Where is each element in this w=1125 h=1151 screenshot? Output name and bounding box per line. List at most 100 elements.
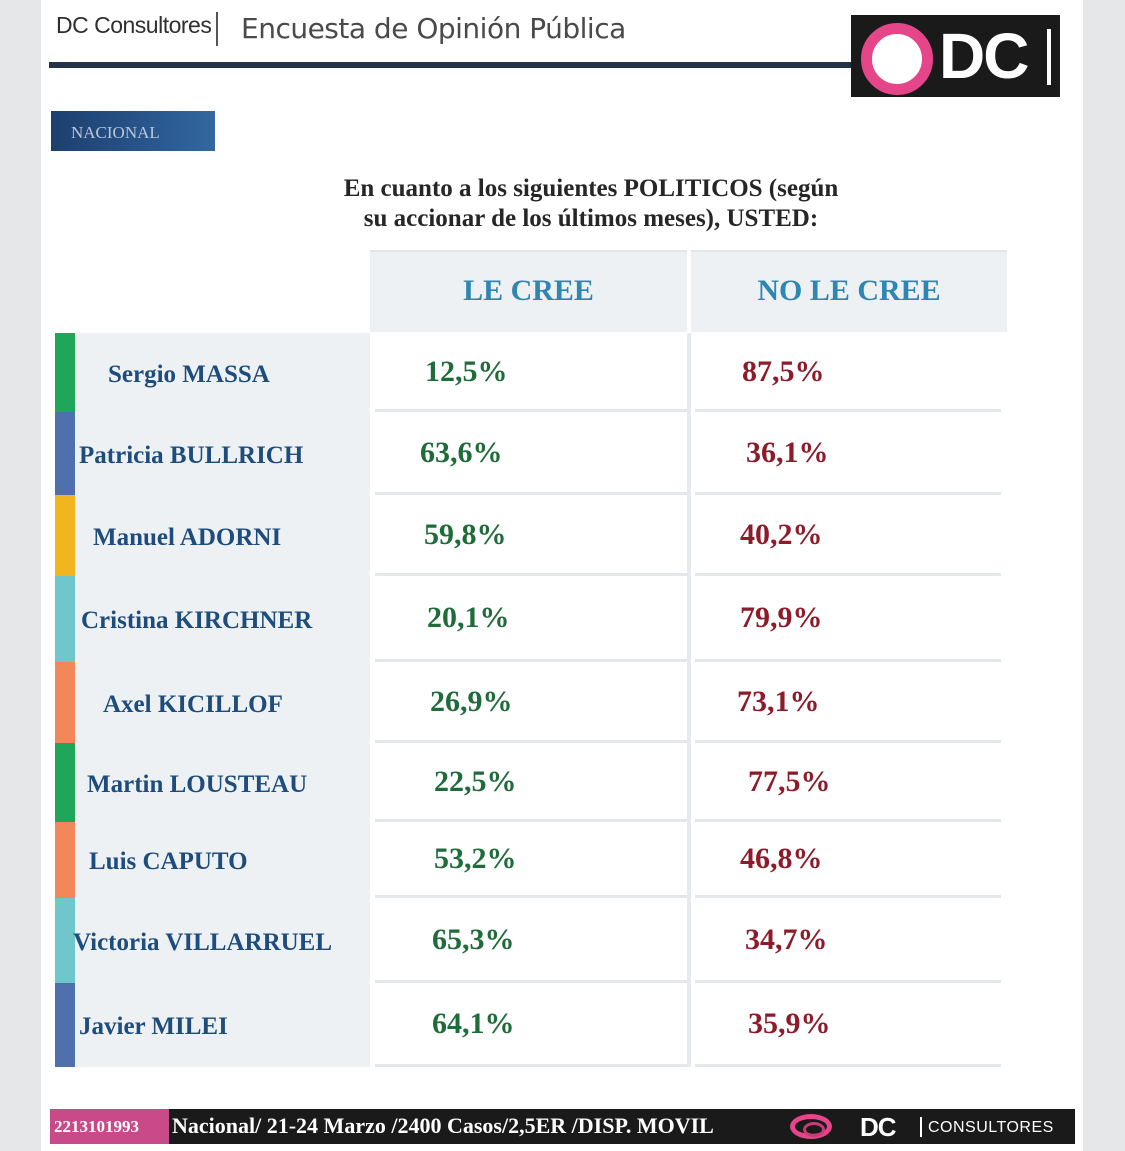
- le-cree-value: 20,1%: [427, 601, 510, 634]
- column-header-le-cree-label: LE CREE: [463, 274, 594, 307]
- row-divider: [695, 573, 1001, 576]
- table-row: Luis CAPUTO 53,2% 46,8%: [55, 822, 1003, 898]
- le-cree-value: 53,2%: [434, 842, 517, 875]
- footer-consultores: CONSULTORES: [928, 1119, 1054, 1136]
- footer-ring-icon: [790, 1114, 832, 1139]
- column-header-le-cree: LE CREE: [370, 250, 687, 332]
- party-color-bar: [55, 983, 75, 1067]
- table-row: Patricia BULLRICH 63,6% 36,1%: [55, 412, 1003, 495]
- no-le-cree-value: 34,7%: [745, 923, 828, 956]
- party-color-bar: [55, 898, 75, 983]
- table-row: Victoria VILLARRUEL 65,3% 34,7%: [55, 898, 1003, 983]
- le-cree-value: 12,5%: [425, 355, 508, 388]
- header-brand: DC Consultores: [56, 12, 212, 38]
- table-row: Sergio MASSA 12,5% 87,5%: [55, 333, 1003, 412]
- no-le-cree-value: 79,9%: [740, 601, 823, 634]
- name-cell: [75, 822, 370, 898]
- row-divider: [695, 895, 1001, 898]
- party-color-bar: [55, 662, 75, 743]
- header-title: Encuesta de Opinión Pública: [241, 12, 626, 45]
- row-divider: [375, 409, 687, 412]
- no-le-cree-value: 40,2%: [740, 518, 823, 551]
- column-separator: [687, 333, 691, 412]
- footer-bar: 2213101993 Nacional/ 21-24 Marzo /2400 C…: [50, 1109, 1075, 1144]
- politician-name: Luis CAPUTO: [89, 848, 248, 875]
- footer-phone-number: 2213101993: [54, 1117, 139, 1136]
- column-header-no-le-cree-label: NO LE CREE: [757, 274, 941, 307]
- no-le-cree-value: 46,8%: [740, 842, 823, 875]
- footer-logo-bar: [920, 1117, 922, 1137]
- row-divider: [695, 409, 1001, 412]
- logo-bar: [1047, 29, 1051, 85]
- no-le-cree-value: 35,9%: [748, 1007, 831, 1040]
- politician-name: Javier MILEI: [79, 1013, 228, 1040]
- name-cell: [75, 412, 370, 495]
- question-text: En cuanto a los siguientes POLITICOS (se…: [171, 174, 1011, 234]
- footer-logo: DC: [860, 1112, 897, 1142]
- row-divider: [375, 659, 687, 662]
- header-separator: [216, 12, 218, 46]
- footer-phone: 2213101993: [50, 1109, 169, 1144]
- party-color-bar: [55, 576, 75, 662]
- survey-page: DC Consultores Encuesta de Opinión Públi…: [41, 0, 1083, 1151]
- logo-ring-icon: [861, 23, 933, 95]
- politician-name: Axel KICILLOF: [103, 691, 283, 718]
- le-cree-value: 22,5%: [434, 765, 517, 798]
- politician-name: Patricia BULLRICH: [79, 442, 304, 469]
- column-separator: [687, 576, 691, 662]
- name-cell: [75, 576, 370, 662]
- row-divider: [375, 492, 687, 495]
- le-cree-value: 63,6%: [420, 436, 503, 469]
- table-row: Axel KICILLOF 26,9% 73,1%: [55, 662, 1003, 743]
- row-divider: [375, 980, 687, 983]
- row-divider: [375, 1064, 687, 1067]
- politician-name: Victoria VILLARRUEL: [73, 929, 333, 956]
- column-separator: [687, 983, 691, 1067]
- column-separator: [687, 495, 691, 576]
- table-row: Manuel ADORNI 59,8% 40,2%: [55, 495, 1003, 576]
- name-cell: [75, 495, 370, 576]
- row-divider: [695, 492, 1001, 495]
- politician-name: Manuel ADORNI: [93, 524, 282, 551]
- table-row: Cristina KIRCHNER 20,1% 79,9%: [55, 576, 1003, 662]
- le-cree-value: 26,9%: [430, 685, 513, 718]
- row-divider: [695, 819, 1001, 822]
- no-le-cree-value: 87,5%: [742, 355, 825, 388]
- region-label: NACIONAL: [71, 123, 160, 142]
- le-cree-value: 64,1%: [432, 1007, 515, 1040]
- column-separator: [687, 743, 691, 822]
- le-cree-value: 59,8%: [424, 518, 507, 551]
- name-cell: [75, 898, 370, 983]
- name-cell: [75, 743, 370, 822]
- column-separator: [687, 662, 691, 743]
- politician-name: Cristina KIRCHNER: [81, 607, 313, 634]
- no-le-cree-value: 36,1%: [746, 436, 829, 469]
- row-divider: [375, 740, 687, 743]
- party-color-bar: [55, 412, 75, 495]
- odc-logo: DC: [851, 15, 1060, 97]
- name-cell: [75, 662, 370, 743]
- row-divider: [375, 573, 687, 576]
- le-cree-value: 65,3%: [432, 923, 515, 956]
- party-color-bar: [55, 822, 75, 898]
- column-header-no-le-cree: NO LE CREE: [691, 250, 1007, 332]
- logo-text: DC: [939, 20, 1029, 92]
- footer-details: Nacional/ 21-24 Marzo /2400 Casos/2,5ER …: [172, 1113, 714, 1138]
- row-divider: [695, 980, 1001, 983]
- row-divider: [375, 819, 687, 822]
- party-color-bar: [55, 743, 75, 822]
- row-divider: [695, 659, 1001, 662]
- no-le-cree-value: 77,5%: [748, 765, 831, 798]
- header-rule: [49, 62, 853, 68]
- question-line-2: su accionar de los últimos meses), USTED…: [363, 205, 819, 232]
- column-separator: [687, 412, 691, 495]
- region-tag: NACIONAL: [51, 111, 215, 151]
- row-divider: [695, 740, 1001, 743]
- party-color-bar: [55, 333, 75, 412]
- table-row: Javier MILEI 64,1% 35,9%: [55, 983, 1003, 1067]
- row-divider: [695, 1064, 1001, 1067]
- no-le-cree-value: 73,1%: [737, 685, 820, 718]
- row-divider: [375, 895, 687, 898]
- party-color-bar: [55, 495, 75, 576]
- column-separator: [687, 898, 691, 983]
